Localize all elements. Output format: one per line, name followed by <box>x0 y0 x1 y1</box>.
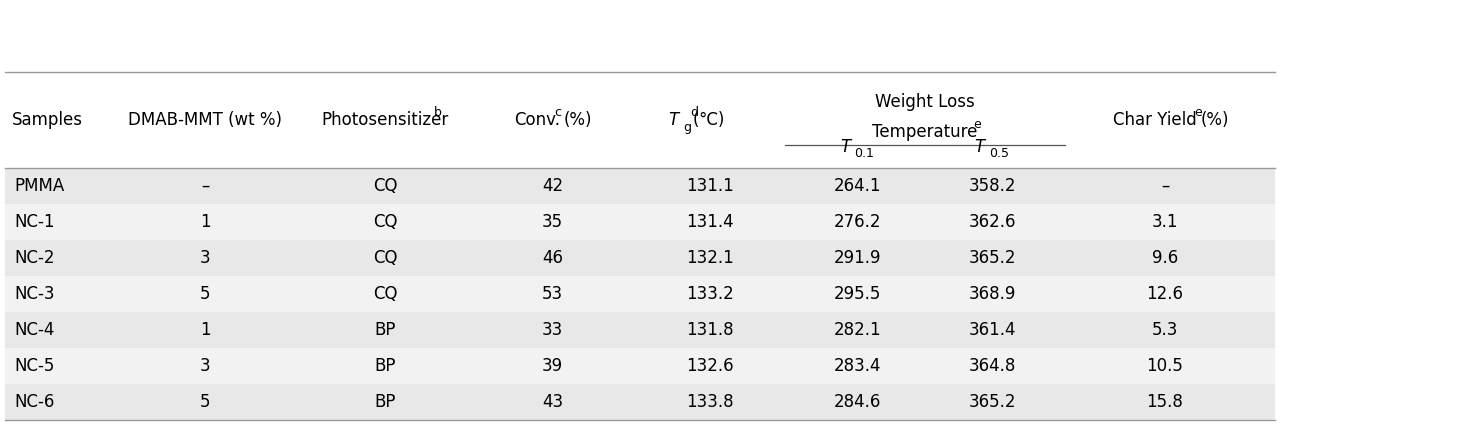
Text: 283.4: 283.4 <box>833 357 882 375</box>
Text: (%): (%) <box>564 111 592 129</box>
Text: 365.2: 365.2 <box>969 249 1016 267</box>
Text: 131.4: 131.4 <box>686 213 735 231</box>
Text: 42: 42 <box>542 177 564 195</box>
Text: CQ: CQ <box>372 285 397 303</box>
Text: °C): °C) <box>698 111 724 129</box>
Text: NC-4: NC-4 <box>15 321 54 339</box>
Text: 53: 53 <box>542 285 564 303</box>
Text: $\it{T}$: $\it{T}$ <box>974 138 988 156</box>
Text: 0.5: 0.5 <box>989 148 1010 160</box>
Text: 33: 33 <box>542 321 564 339</box>
Text: $\it{T}$: $\it{T}$ <box>839 138 852 156</box>
Text: Char Yield: Char Yield <box>1113 111 1197 129</box>
Text: 133.8: 133.8 <box>686 393 735 411</box>
Text: 295.5: 295.5 <box>833 285 882 303</box>
Text: CQ: CQ <box>372 213 397 231</box>
Text: 291.9: 291.9 <box>833 249 882 267</box>
Text: 365.2: 365.2 <box>969 393 1016 411</box>
Text: PMMA: PMMA <box>15 177 65 195</box>
Text: CQ: CQ <box>372 177 397 195</box>
Text: b: b <box>434 106 442 118</box>
Text: NC-6: NC-6 <box>15 393 54 411</box>
Text: 133.2: 133.2 <box>686 285 735 303</box>
Text: 3.1: 3.1 <box>1151 213 1178 231</box>
Text: 12.6: 12.6 <box>1147 285 1183 303</box>
Bar <box>4 168 1275 204</box>
Text: BP: BP <box>374 393 396 411</box>
Text: NC-5: NC-5 <box>15 357 54 375</box>
Text: Photosensitizer: Photosensitizer <box>321 111 449 129</box>
Text: 368.9: 368.9 <box>969 285 1016 303</box>
Text: Conv.: Conv. <box>515 111 561 129</box>
Text: 46: 46 <box>542 249 562 267</box>
Text: d: d <box>690 106 698 118</box>
Text: (%): (%) <box>1201 111 1229 129</box>
Bar <box>4 204 1275 240</box>
Text: 3: 3 <box>200 357 210 375</box>
Text: 1: 1 <box>200 213 210 231</box>
Text: 10.5: 10.5 <box>1147 357 1183 375</box>
Text: 1: 1 <box>200 321 210 339</box>
Text: 131.8: 131.8 <box>686 321 735 339</box>
Bar <box>4 384 1275 420</box>
Text: BP: BP <box>374 357 396 375</box>
Text: –: – <box>200 177 209 195</box>
Text: 39: 39 <box>542 357 564 375</box>
Text: 9.6: 9.6 <box>1153 249 1178 267</box>
Text: 43: 43 <box>542 393 564 411</box>
Text: 362.6: 362.6 <box>969 213 1016 231</box>
Bar <box>4 312 1275 348</box>
Text: NC-1: NC-1 <box>15 213 54 231</box>
Bar <box>4 348 1275 384</box>
Text: Samples: Samples <box>12 111 82 129</box>
Text: g: g <box>683 120 690 134</box>
Text: CQ: CQ <box>372 249 397 267</box>
Text: NC-2: NC-2 <box>15 249 54 267</box>
Text: Temperature: Temperature <box>873 123 977 141</box>
Text: 132.6: 132.6 <box>686 357 735 375</box>
Text: DMAB-MMT (wt %): DMAB-MMT (wt %) <box>128 111 283 129</box>
Text: 35: 35 <box>542 213 564 231</box>
Text: 5: 5 <box>200 393 210 411</box>
Text: 358.2: 358.2 <box>969 177 1016 195</box>
Text: 0.1: 0.1 <box>855 148 874 160</box>
Text: 15.8: 15.8 <box>1147 393 1183 411</box>
Text: NC-3: NC-3 <box>15 285 54 303</box>
Text: 264.1: 264.1 <box>833 177 882 195</box>
Bar <box>4 240 1275 276</box>
Bar <box>4 276 1275 312</box>
Text: c: c <box>553 106 561 118</box>
Text: 3: 3 <box>200 249 210 267</box>
Text: 5: 5 <box>200 285 210 303</box>
Text: 132.1: 132.1 <box>686 249 735 267</box>
Text: e: e <box>973 117 980 131</box>
Text: $\it{T}$: $\it{T}$ <box>668 111 682 129</box>
Text: –: – <box>1161 177 1169 195</box>
Text: 131.1: 131.1 <box>686 177 735 195</box>
Text: 284.6: 284.6 <box>833 393 882 411</box>
Text: 361.4: 361.4 <box>969 321 1016 339</box>
Text: BP: BP <box>374 321 396 339</box>
Text: 276.2: 276.2 <box>833 213 882 231</box>
Text: 364.8: 364.8 <box>969 357 1016 375</box>
Text: e: e <box>1194 106 1201 118</box>
Text: Weight Loss: Weight Loss <box>876 93 974 111</box>
Text: 5.3: 5.3 <box>1151 321 1178 339</box>
Text: 282.1: 282.1 <box>833 321 882 339</box>
Text: (: ( <box>693 111 699 129</box>
